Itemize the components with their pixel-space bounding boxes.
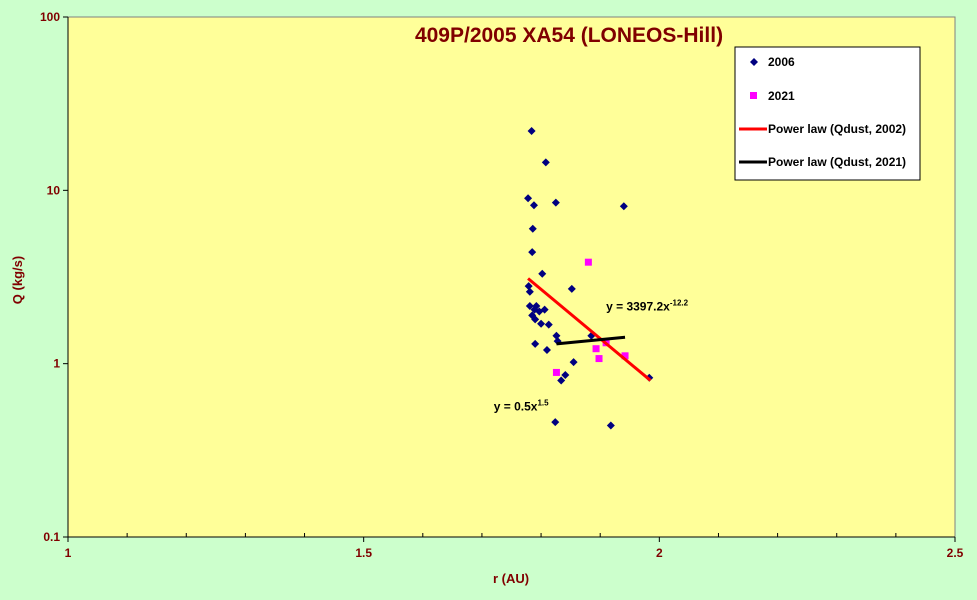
data-point-2006 <box>524 282 533 291</box>
fit-equation: y = 0.5x1.5 <box>494 398 549 413</box>
x-minor-ticks <box>126 533 897 537</box>
data-point-2006 <box>552 331 561 340</box>
fit-equation: y = 3397.2x-12.2 <box>606 299 689 314</box>
data-point-2006 <box>525 287 534 296</box>
data-point-2021 <box>621 352 629 360</box>
data-point-2006 <box>537 319 546 328</box>
data-point-2006 <box>531 315 540 324</box>
x-ticks: 1 1.5 2 2.5 <box>65 537 964 560</box>
data-point-2006 <box>531 339 540 348</box>
y-tick-label: 10 <box>47 183 61 197</box>
y-tick-label: 100 <box>40 10 60 24</box>
data-point-2006 <box>544 320 553 329</box>
legend-label: 2021 <box>768 89 795 103</box>
axes <box>67 17 955 538</box>
legend-item-2021: 2021 <box>750 89 795 103</box>
x-tick-label: 2.5 <box>947 546 964 560</box>
legend-item-2006: 2006 <box>750 55 795 69</box>
series-layer <box>524 126 654 430</box>
data-point-2021 <box>552 368 560 376</box>
y-ticks: 0.1 1 10 100 <box>40 10 68 544</box>
x-axis-label: r (AU) <box>493 571 529 586</box>
legend-label: Power law (Qdust, 2002) <box>768 122 906 136</box>
data-point-2006 <box>538 269 547 278</box>
data-point-2006 <box>561 371 570 380</box>
data-point-2006 <box>542 345 551 354</box>
legend-item-powerlaw-2002: Power law (Qdust, 2002) <box>739 122 906 136</box>
data-point-2006 <box>567 284 576 293</box>
data-point-2021 <box>592 345 600 353</box>
data-point-2006 <box>528 224 537 233</box>
trend-layer <box>527 277 652 382</box>
data-point-2006 <box>557 376 566 385</box>
legend-box <box>734 46 921 181</box>
data-point-2006 <box>524 194 533 203</box>
data-point-2006 <box>541 158 550 167</box>
y-tick-label: 0.1 <box>43 530 60 544</box>
data-point-2006 <box>551 198 560 207</box>
data-point-2006 <box>527 126 536 135</box>
legend-marker-diamond <box>750 58 758 66</box>
chart-title: 409P/2005 XA54 (LONEOS-Hill) <box>415 24 723 47</box>
data-point-2006 <box>606 421 615 430</box>
x-tick-label: 2 <box>656 546 663 560</box>
data-point-2006 <box>529 201 538 210</box>
legend-item-powerlaw-2021: Power law (Qdust, 2021) <box>739 155 906 169</box>
legend-label: 2006 <box>768 55 795 69</box>
data-point-2006 <box>569 358 578 367</box>
data-point-2021 <box>584 258 592 266</box>
data-point-2006 <box>619 202 628 211</box>
x-tick-label: 1 <box>65 546 72 560</box>
data-point-2006 <box>535 307 544 316</box>
y-axis-label: Q (kg/s) <box>10 256 25 304</box>
data-point-2006 <box>525 302 534 311</box>
legend-label: Power law (Qdust, 2021) <box>768 155 906 169</box>
x-tick-label: 1.5 <box>355 546 372 560</box>
data-point-2021 <box>595 355 603 363</box>
annotations: y = 3397.2x-12.2 y = 0.5x1.5 <box>494 299 689 414</box>
trendline-2002 <box>527 277 652 382</box>
trendline-2021 <box>556 335 626 346</box>
legend: 2006 2021 Power law (Qdust, 2002) Power … <box>734 46 921 181</box>
y-tick-label: 1 <box>53 357 60 371</box>
data-point-2006 <box>528 248 537 257</box>
data-point-2006 <box>551 418 560 427</box>
legend-marker-square <box>750 92 757 99</box>
